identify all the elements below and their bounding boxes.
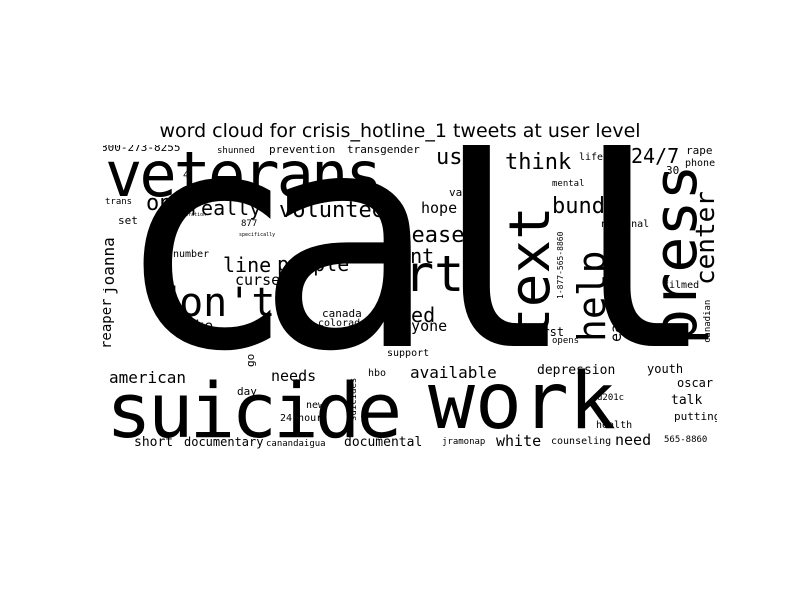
word-volunteer: volunteer — [279, 198, 399, 223]
word-documental: documental — [344, 435, 423, 450]
word-565-8860: 565-8860 — [664, 435, 708, 445]
word-one: one — [146, 191, 186, 216]
word-like: like — [177, 317, 214, 335]
word-work: work — [428, 357, 616, 447]
word-suicide: suicide — [106, 366, 402, 453]
word-transgender: transgender — [347, 145, 420, 156]
word-support: support — [387, 348, 430, 359]
word-health: health — [596, 420, 633, 431]
word-lifeline: lifeline — [579, 152, 628, 163]
word-va: va — [449, 186, 463, 199]
word-24hour: 24-hour — [280, 413, 323, 424]
word-earth: earth — [607, 296, 625, 342]
word-putting: putting — [674, 410, 717, 423]
word-hbo: hbo — [368, 368, 387, 379]
word-4: 4 — [183, 170, 190, 181]
word-rape: rape — [686, 145, 713, 157]
word-2417: 24/7 — [631, 145, 680, 168]
word-canada: canada — [322, 307, 362, 320]
word-suicides: suicides — [349, 377, 359, 421]
word-documentary: documentary — [184, 435, 264, 449]
word-anyone: anyone — [393, 317, 448, 335]
word-think: think — [505, 150, 572, 175]
word-hope: hope — [421, 199, 458, 217]
word-reaper: reaper — [103, 298, 115, 349]
word-people: people — [277, 252, 350, 276]
word-go: go — [244, 353, 257, 367]
word-available: available — [410, 363, 497, 382]
chart-title: word cloud for crisis_hotline_1 tweets a… — [159, 120, 641, 142]
word-day: day — [237, 385, 257, 398]
word-really: really — [189, 196, 262, 220]
word-specifically: specifically — [239, 232, 276, 238]
word-talk: talk — [671, 393, 703, 408]
word-new: new — [306, 400, 325, 411]
word-877: 877 — [241, 219, 258, 229]
word-cloud: call work suicide veterans text press rt… — [103, 145, 717, 453]
word-phone: phone — [685, 158, 716, 169]
word-call: call — [115, 145, 717, 417]
word-bundy: bundy — [552, 194, 619, 219]
word-set: set — [118, 214, 138, 227]
word-counseling: counseling — [551, 436, 612, 447]
word-line: line — [223, 253, 272, 277]
word-canadian: canadian — [703, 299, 713, 343]
word-text: text — [498, 206, 563, 341]
word-national: national — [601, 219, 650, 230]
word-first: first — [528, 325, 565, 339]
word-oscar: oscar — [677, 376, 714, 390]
word-opens: opens — [552, 336, 580, 346]
word-need: need — [615, 431, 652, 449]
word-u201c: u201c — [597, 393, 625, 403]
word-help: help — [570, 250, 614, 342]
word-needs: needs — [271, 367, 317, 385]
word-used: used — [436, 145, 489, 170]
word-colorado: colorado — [318, 318, 367, 329]
word-depression: depression — [537, 363, 616, 378]
word-white: white — [496, 432, 542, 450]
word-veterans: veterans — [105, 145, 383, 211]
word-center: center — [691, 191, 717, 285]
word-rt: rt — [404, 245, 465, 303]
word-created: created — [317, 330, 343, 337]
word-short: short — [134, 435, 174, 450]
word-american: american — [109, 368, 187, 387]
word-shunned: shunned — [217, 146, 255, 156]
word-prevention: prevention — [269, 145, 336, 156]
word-administration: administration — [164, 212, 207, 218]
word-1877: 1-877-565-8860 — [556, 231, 565, 299]
word-number: number — [173, 249, 210, 260]
word-canandaigua: canandaigua — [266, 439, 326, 449]
word-curse: curse — [235, 271, 281, 289]
word-phone-number: 800-273-8255 — [103, 145, 181, 154]
word-30: 30 — [666, 164, 680, 177]
word-youth: youth — [647, 362, 684, 376]
word-trans: trans — [105, 197, 133, 207]
word-mental: mental — [552, 179, 585, 189]
word-joanna: joanna — [103, 237, 118, 295]
word-please: please — [385, 223, 465, 248]
word-dont: don't — [155, 280, 276, 326]
word-ted: ted — [399, 303, 436, 327]
word-want: want — [386, 244, 435, 268]
word-jramonap: jramonap — [442, 437, 486, 447]
word-filmed: filmed — [663, 280, 700, 291]
